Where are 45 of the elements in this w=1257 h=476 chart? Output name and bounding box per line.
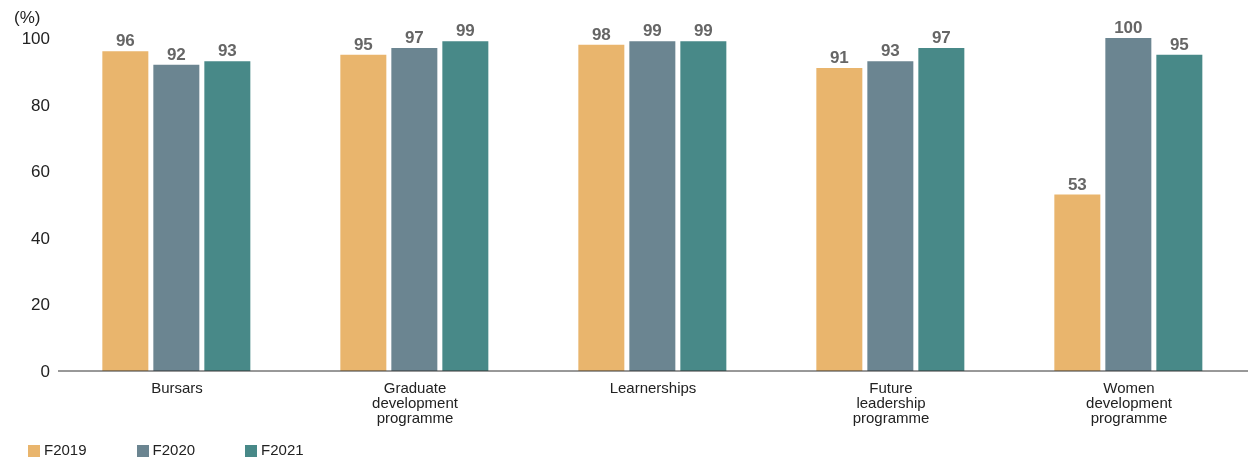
y-tick-label: 40: [31, 228, 50, 248]
bar: [1105, 38, 1152, 371]
data-label: 97: [931, 27, 951, 47]
data-label: 53: [1067, 174, 1087, 194]
bar: [918, 47, 965, 371]
bar: [442, 41, 489, 371]
data-label: 98: [591, 24, 611, 44]
data-label: 99: [455, 21, 475, 41]
bar: [391, 47, 438, 371]
x-tick-label: Learnerships: [609, 379, 697, 396]
bar: [340, 54, 387, 371]
bar: [1156, 54, 1203, 371]
bar: [1054, 194, 1101, 371]
y-axis-title: (%): [14, 8, 41, 28]
bar: [102, 51, 149, 371]
data-label: 99: [693, 21, 713, 41]
bar: [153, 64, 200, 371]
data-label: 93: [217, 41, 237, 61]
data-label: 92: [166, 44, 186, 64]
bar: [629, 41, 676, 371]
x-tick-label: Future leadership programme: [852, 379, 930, 426]
y-tick-label: 60: [31, 162, 50, 182]
data-label: 93: [880, 41, 900, 61]
data-label: 100: [1114, 18, 1143, 37]
data-label: 95: [353, 34, 373, 54]
y-tick-label: 80: [31, 95, 50, 115]
bar: [816, 67, 863, 371]
x-tick-label: Graduate development programme: [372, 379, 459, 426]
legend-label: F2021: [261, 441, 304, 458]
bar: [867, 61, 914, 371]
data-label: 99: [642, 21, 662, 41]
x-tick-label: Women development programme: [1086, 379, 1173, 426]
legend-label: F2019: [44, 441, 87, 458]
data-label: 95: [1169, 34, 1189, 54]
data-label: 97: [404, 27, 424, 47]
legend-label: F2020: [152, 441, 196, 458]
y-tick-label: 20: [31, 295, 50, 315]
x-tick-label: Bursars: [151, 379, 203, 396]
y-tick-label: 0: [40, 362, 50, 382]
y-tick-label: 100: [21, 29, 50, 49]
data-label: 96: [115, 31, 135, 51]
bar: [204, 61, 251, 371]
bar: [680, 41, 727, 371]
data-label: 91: [829, 47, 849, 67]
bar: [578, 44, 625, 371]
